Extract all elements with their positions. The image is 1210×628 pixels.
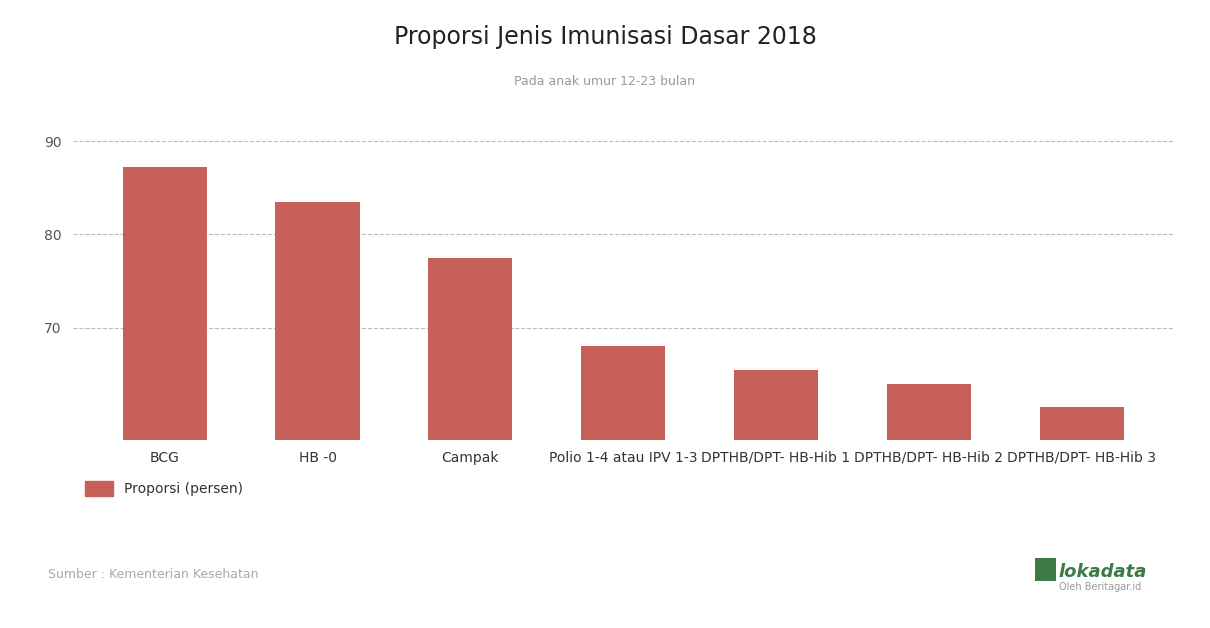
Bar (122, 167, 207, 628)
Text: Oleh Beritagar.id: Oleh Beritagar.id (1059, 582, 1141, 592)
Text: Pada anak umur 12-23 bulan: Pada anak umur 12-23 bulan (514, 75, 696, 89)
Text: Sumber : Kementerian Kesehatan: Sumber : Kementerian Kesehatan (48, 568, 259, 581)
Bar (887, 384, 970, 628)
Bar (734, 370, 818, 628)
Bar (1039, 407, 1124, 628)
Bar (276, 202, 359, 628)
Bar (581, 346, 666, 628)
Legend: Proporsi (persen): Proporsi (persen) (80, 476, 248, 502)
Text: lokadata: lokadata (1059, 563, 1147, 581)
Text: Proporsi Jenis Imunisasi Dasar 2018: Proporsi Jenis Imunisasi Dasar 2018 (393, 25, 817, 49)
Bar (428, 257, 512, 628)
